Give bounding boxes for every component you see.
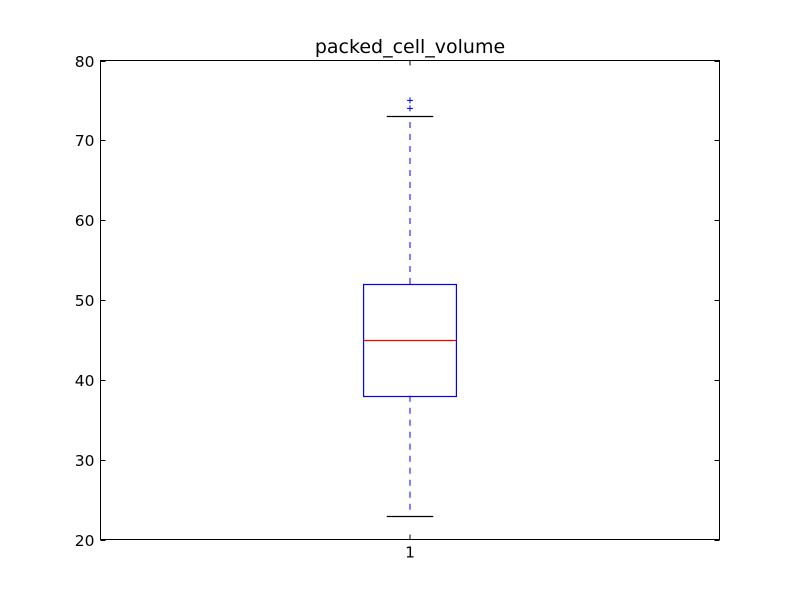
- chart-title: packed_cell_volume: [315, 36, 505, 58]
- plot-area: 20 30 40 50 60 70 80 1: [75, 53, 720, 562]
- y-tick-label: 60: [75, 212, 95, 230]
- outlier-marker: [407, 97, 413, 104]
- y-tick-label: 50: [75, 292, 95, 310]
- axes-frame: [100, 60, 720, 540]
- x-tick-label: 1: [405, 544, 415, 562]
- y-tick-label: 40: [75, 372, 95, 390]
- outlier-marker: [407, 105, 413, 112]
- y-tick-label: 30: [75, 452, 95, 470]
- y-tick-label: 20: [75, 532, 95, 550]
- y-tick-label: 80: [75, 53, 95, 71]
- y-tick-label: 70: [75, 132, 95, 150]
